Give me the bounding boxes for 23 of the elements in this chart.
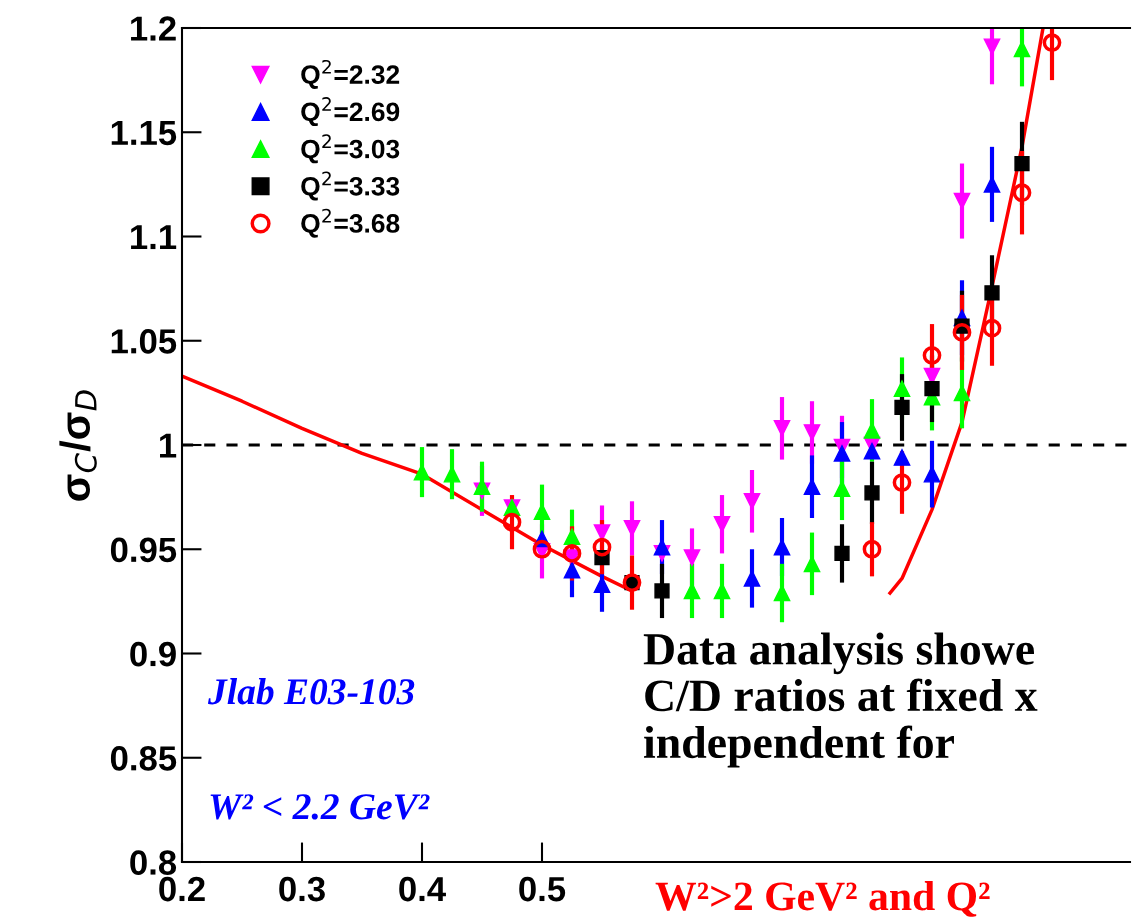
x-tick-label: 0.5 (519, 876, 566, 902)
x-tick-label: 0.2 (159, 876, 205, 902)
legend-label: Q$^{2}$=3.03 (301, 134, 400, 164)
y-tick-label: 0.85 (110, 746, 177, 771)
y-tick-label: 1.15 (111, 120, 177, 146)
x-tick-label: 0.4 (399, 876, 446, 902)
legend-label: Q$^{2}$=2.32 (301, 59, 400, 89)
y-tick-label: 1.2 (131, 16, 176, 41)
y-tick-label: 0.8 (130, 850, 177, 875)
y-tick-label: 0.9 (130, 641, 176, 667)
annotation: Data analysis showe C/D ratios at fixed x independent for (643, 632, 1038, 768)
legend-label: Q$^{2}$=2.69 (301, 97, 400, 127)
y-axis-title: σ$_{C}$/σ$_{D}$ (59, 390, 97, 501)
legend-label: Q$^{2}$=3.33 (301, 171, 400, 201)
y-tick-label: 0.95 (110, 537, 177, 563)
y-tick-label: 1.1 (131, 225, 177, 250)
legend-label: Q$^{2}$=3.68 (301, 208, 400, 238)
y-tick-label: 1 (160, 433, 177, 458)
x-tick-label: 0.3 (279, 876, 325, 902)
text: W²>2 GeV² and Q² (655, 881, 990, 917)
annotation: W² < 2.2 GeV² (210, 794, 430, 820)
annotation: Jlab E03-103 (207, 678, 415, 705)
y-tick-label: 1.05 (111, 329, 177, 354)
